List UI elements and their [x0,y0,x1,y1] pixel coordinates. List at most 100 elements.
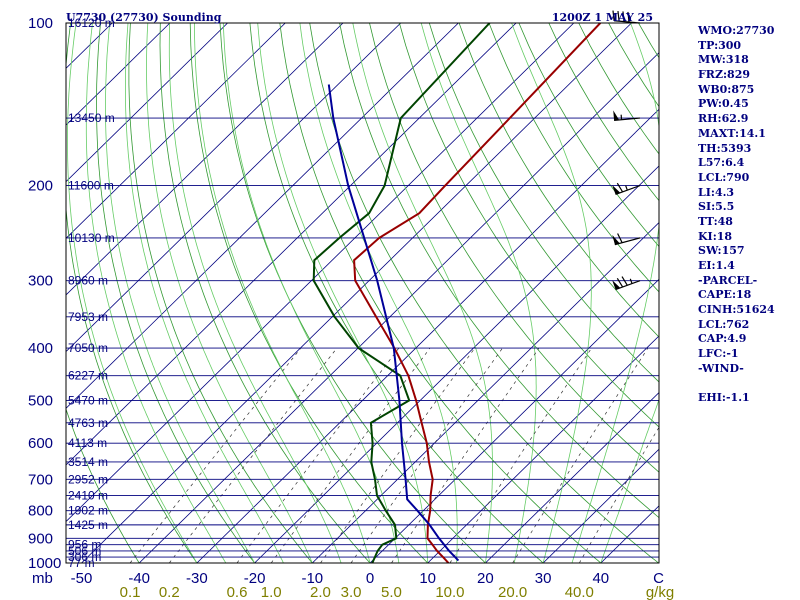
dry-adiabat [249,23,544,563]
height-label: 4763 m [68,416,108,430]
index-line: KI:18 [698,229,733,243]
index-line: MW:318 [698,53,749,67]
index-line: LI:4.3 [698,185,735,199]
mixing-ratio-label: 20.0 [498,584,527,600]
index-line: FRZ:829 [698,68,751,82]
index-line [698,377,775,392]
dry-adiabat [128,23,313,563]
isotherm [66,23,344,296]
station-title: U7730 (27730) Sounding [66,11,222,24]
temperature-tick-label: 0 [366,570,374,587]
pressure-tick-label: 800 [28,503,53,520]
index-line: -WIND- [698,361,744,375]
temperature-tick-label: -50 [71,570,93,587]
height-label: 956 m [68,538,101,552]
mixing-ratio-label: 10.0 [435,584,464,600]
height-label: 7050 m [68,341,108,355]
mixing-ratio-line [129,347,302,563]
moist-adiabat [571,23,659,563]
isotherm [66,23,459,409]
temperature-tick-label: 30 [535,570,552,587]
index-line: L57:6.4 [698,156,745,170]
index-line: LFC:-1 [698,347,739,361]
height-label: 16120 m [68,16,115,30]
isotherm [66,23,286,239]
isotherm [369,278,659,563]
moist-adiabat [420,23,537,563]
index-line: CAP:4.9 [698,332,747,346]
isotherm [66,23,171,126]
wind-barb [613,110,641,121]
wind-barb [612,182,641,196]
index-line: SW:157 [698,244,745,258]
isotherm [66,23,401,353]
index-line: MAXT:14.1 [698,126,766,140]
isotherm [196,108,659,563]
isotherm [542,448,659,563]
index-line: WMO:27730 [698,24,775,37]
moist-adiabat [222,23,400,563]
mixing-ratio-label: 0.1 [120,584,141,600]
height-label: 6227 m [68,369,108,383]
isotherm [66,23,575,523]
dry-adiabat [189,23,428,563]
mixing-ratio-label: 5.0 [381,584,402,600]
height-label: 3514 m [68,455,108,469]
pressure-tick-label: 300 [28,273,53,290]
height-label: 1425 m [68,518,108,532]
index-line: -PARCEL- [698,273,758,287]
index-line: CINH:51624 [698,303,775,317]
temperature-tick-label: 20 [477,570,494,587]
moist-adiabat [257,23,429,563]
height-label: 1902 m [68,504,108,518]
pressure-tick-label: 1000 [28,555,61,572]
temperature-tick-label: -40 [128,570,150,587]
stability-indices: WMO:27730 TP:300 MW:318 FRZ:829 WB0:875 PW:0.… [698,24,775,406]
index-line: EHI:-1.1 [698,391,750,405]
sounding-profiles [312,23,602,563]
dry-adiabat [159,23,371,563]
pressure-tick-label: 600 [28,435,53,452]
mixing-ratio-label: 0.2 [159,584,180,600]
isotherm [66,23,228,183]
temperature-tick-label: -30 [186,570,208,587]
temperature-tick-label: -20 [244,570,266,587]
height-label: 5470 m [68,393,108,407]
pressure-tick-label: 700 [28,471,53,488]
dewpoint-profile [312,23,491,563]
wind-barb [612,276,641,291]
mixing-ratio-line [236,347,400,563]
index-line: CAPE:18 [698,288,752,302]
index-line: EI:1.4 [698,259,735,272]
plot-frame [65,22,660,564]
pressure-tick-label: 400 [28,340,53,357]
temperature-tick-label: 10 [419,570,436,587]
wind-barb [612,10,641,24]
isotherm [138,52,659,563]
index-line: SI:5.5 [698,200,735,214]
moist-adiabat [125,23,284,563]
moist-adiabat [105,23,255,563]
isotherm [81,23,632,563]
pressure-tick-label: 900 [28,530,53,547]
parcel-profile [327,84,460,562]
pressure-tick-label: 200 [28,178,53,195]
isotherm [427,335,659,563]
mixing-ratio-line [512,347,649,563]
moist-adiabat [194,23,371,563]
height-label: 11600 m [68,179,114,193]
mixing-ratio-line [270,347,431,563]
wind-barbs [612,10,641,291]
height-label: 10130 m [68,231,115,245]
index-line: LCL:762 [698,317,750,331]
valid-time: 1200Z 1 MAY 25 [552,11,653,24]
height-label: 4113 m [68,436,107,450]
mixing-ratio-label: 0.6 [227,584,248,600]
isotherm [254,165,659,563]
index-line: TH:5393 [698,141,752,155]
height-label: 13450 m [68,111,115,125]
index-line: WB0:875 [698,82,755,96]
index-line: PW:0.45 [698,97,749,111]
